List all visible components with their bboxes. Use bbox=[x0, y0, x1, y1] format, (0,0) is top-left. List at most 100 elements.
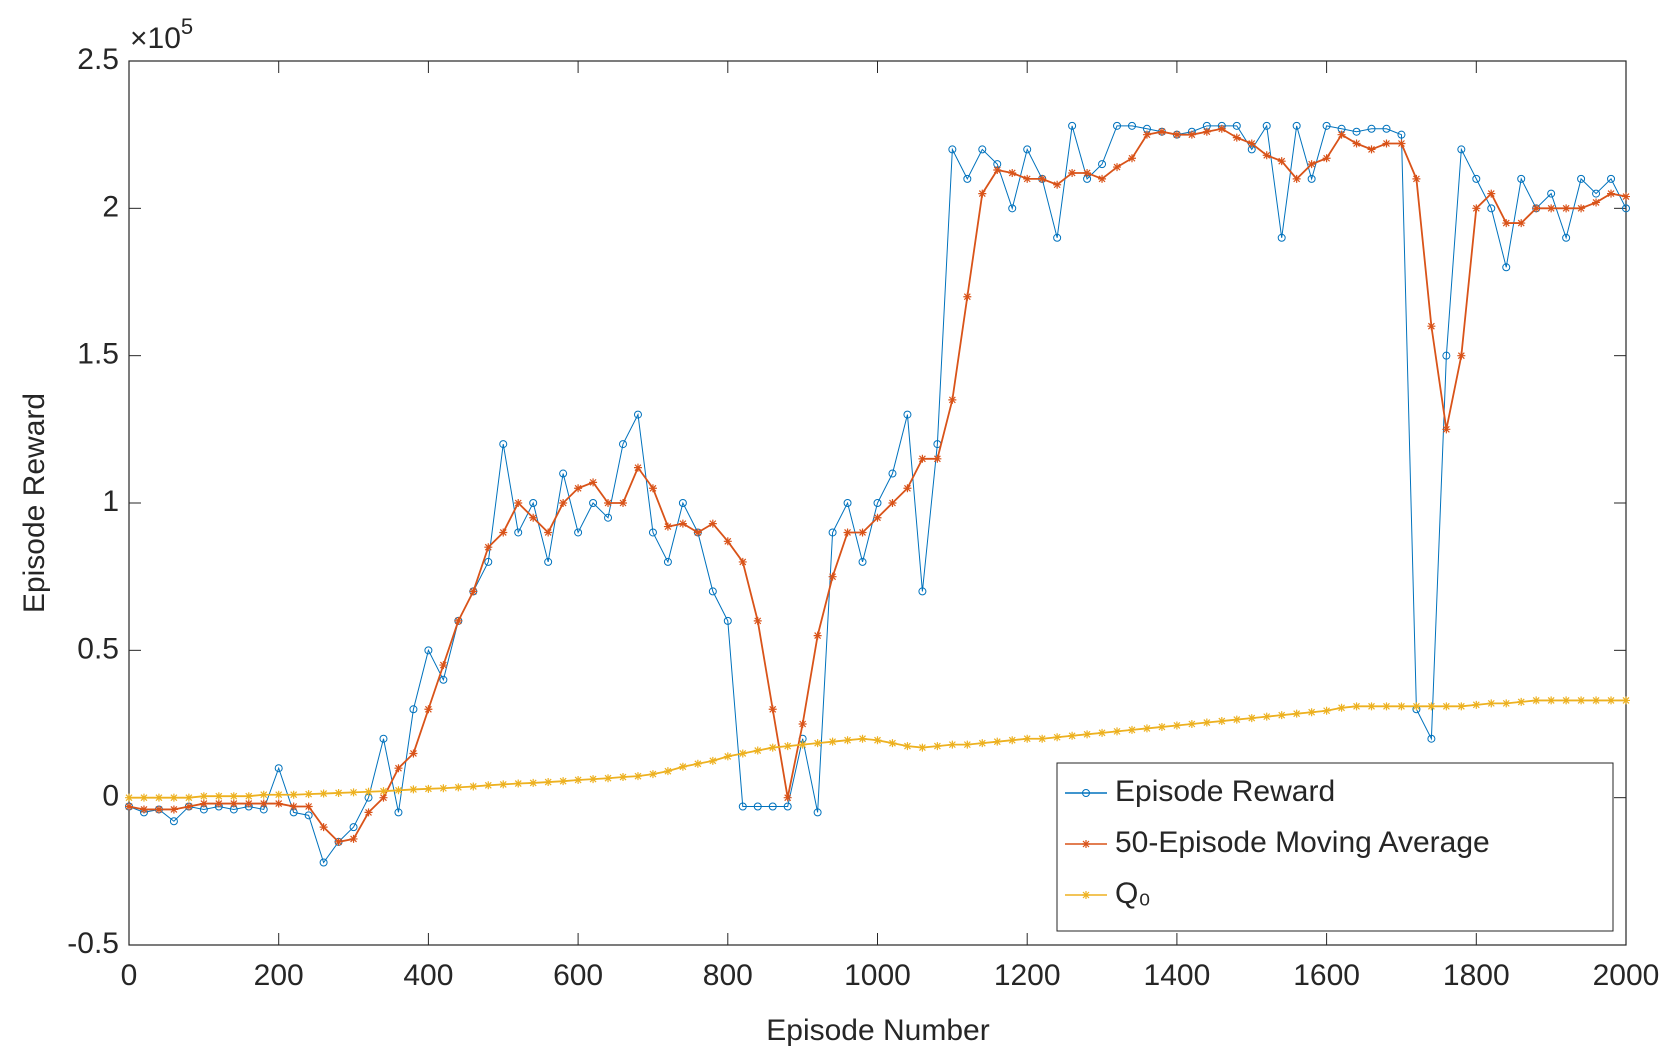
point-marker bbox=[888, 469, 897, 478]
series bbox=[125, 696, 1630, 802]
point-marker bbox=[1367, 124, 1376, 133]
point-marker bbox=[499, 528, 508, 537]
point-marker bbox=[933, 454, 942, 463]
point-marker bbox=[888, 499, 897, 507]
point-marker bbox=[1068, 168, 1077, 177]
point-marker bbox=[828, 737, 837, 746]
point-marker bbox=[589, 478, 598, 487]
point-marker bbox=[768, 743, 777, 752]
point-marker bbox=[469, 587, 478, 596]
point-marker bbox=[1217, 717, 1226, 726]
point-marker bbox=[469, 782, 478, 791]
point-marker bbox=[1562, 204, 1571, 213]
point-marker bbox=[1412, 174, 1421, 183]
point-marker bbox=[1008, 204, 1017, 213]
point-marker bbox=[1023, 145, 1032, 154]
series-line bbox=[128, 124, 1627, 864]
point-marker bbox=[738, 557, 747, 566]
point-marker bbox=[828, 572, 837, 581]
point-marker bbox=[514, 779, 523, 788]
point-marker bbox=[1307, 174, 1316, 183]
point-marker bbox=[723, 752, 732, 761]
point-marker bbox=[1142, 724, 1151, 733]
point-marker bbox=[813, 739, 822, 748]
point-marker bbox=[1307, 708, 1316, 717]
point-marker bbox=[125, 802, 133, 811]
point-marker bbox=[1442, 425, 1451, 434]
point-marker bbox=[1472, 174, 1481, 183]
point-marker bbox=[678, 519, 687, 528]
point-marker bbox=[1337, 130, 1346, 139]
point-marker bbox=[484, 781, 493, 790]
point-marker bbox=[244, 799, 253, 808]
point-marker bbox=[708, 519, 717, 528]
point-marker bbox=[1457, 702, 1466, 711]
point-marker bbox=[783, 742, 792, 751]
point-marker bbox=[1023, 174, 1032, 183]
point-marker bbox=[1472, 204, 1481, 213]
point-marker bbox=[753, 616, 762, 625]
legend-box bbox=[1056, 762, 1614, 932]
point-marker bbox=[723, 537, 732, 546]
x-tick-label: 400 bbox=[403, 959, 453, 992]
point-marker bbox=[424, 705, 433, 714]
point-marker bbox=[379, 793, 388, 802]
point-marker bbox=[604, 513, 613, 522]
point-marker bbox=[1113, 163, 1122, 172]
point-marker bbox=[1187, 720, 1196, 728]
y-multiplier-exponent: 5 bbox=[181, 14, 193, 39]
point-marker bbox=[678, 499, 687, 507]
point-marker bbox=[1367, 702, 1376, 711]
point-marker bbox=[1442, 351, 1451, 360]
point-marker bbox=[633, 410, 642, 419]
x-tick-label: 2000 bbox=[1593, 959, 1660, 992]
point-marker bbox=[334, 837, 343, 846]
point-marker bbox=[184, 802, 193, 811]
point-marker bbox=[1397, 139, 1406, 148]
point-marker bbox=[798, 720, 807, 728]
point-marker bbox=[1053, 233, 1062, 242]
point-marker bbox=[873, 736, 882, 745]
point-marker bbox=[993, 737, 1002, 746]
x-tick-label: 1800 bbox=[1443, 959, 1510, 992]
point-marker bbox=[1607, 189, 1616, 198]
legend-label: 50-Episode Moving Average bbox=[1115, 826, 1490, 859]
point-marker bbox=[633, 772, 642, 781]
point-marker bbox=[394, 786, 403, 795]
point-marker bbox=[1262, 151, 1271, 160]
point-marker bbox=[1157, 722, 1166, 731]
point-marker bbox=[1322, 706, 1331, 715]
point-marker bbox=[1397, 702, 1406, 711]
point-marker bbox=[574, 484, 583, 493]
point-marker bbox=[1083, 730, 1092, 739]
point-marker bbox=[244, 792, 253, 801]
series bbox=[125, 124, 1630, 846]
point-marker bbox=[169, 805, 178, 814]
point-marker bbox=[1502, 699, 1511, 708]
point-marker bbox=[963, 292, 972, 301]
point-marker bbox=[499, 440, 508, 449]
point-marker bbox=[1562, 233, 1571, 242]
point-marker bbox=[858, 734, 867, 743]
point-marker bbox=[1532, 696, 1541, 705]
point-marker bbox=[169, 793, 178, 802]
point-marker bbox=[559, 777, 568, 786]
point-marker bbox=[439, 675, 448, 684]
y-tick-label: 2.5 bbox=[77, 43, 119, 76]
point-marker bbox=[1367, 145, 1376, 154]
point-marker bbox=[693, 528, 702, 537]
point-marker bbox=[484, 557, 493, 566]
point-marker bbox=[1337, 703, 1346, 712]
y-tick-label: 1.5 bbox=[77, 338, 119, 371]
point-marker bbox=[903, 742, 912, 751]
point-marker bbox=[1412, 702, 1421, 711]
x-tick-label: 800 bbox=[703, 959, 753, 992]
point-marker bbox=[574, 775, 583, 784]
point-marker bbox=[574, 528, 583, 537]
point-marker bbox=[274, 799, 283, 808]
point-marker bbox=[589, 775, 598, 784]
y-tick-label: 1 bbox=[102, 485, 119, 518]
point-marker bbox=[798, 740, 807, 749]
point-marker bbox=[484, 543, 493, 552]
point-marker bbox=[169, 817, 178, 826]
